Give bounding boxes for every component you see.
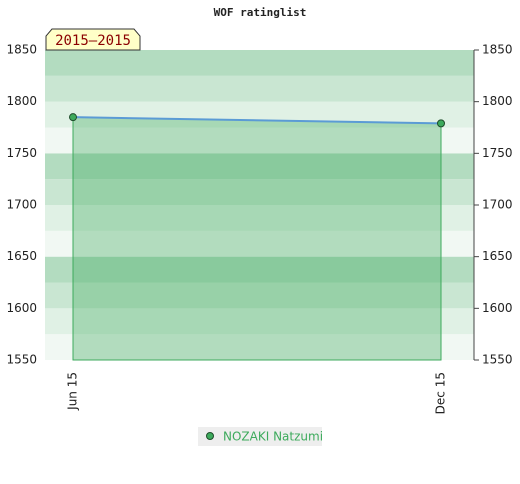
y-tick-label: 1700 — [6, 198, 37, 212]
y2-tick-label: 1750 — [482, 146, 513, 160]
y2-tick-label: 1600 — [482, 301, 513, 315]
background-band — [45, 205, 474, 231]
y-tick-label: 1850 — [6, 43, 37, 57]
background-band — [45, 179, 474, 205]
x-tick-label: Jun 15 — [66, 372, 80, 411]
y2-tick-label: 1700 — [482, 198, 513, 212]
background-band — [45, 127, 474, 154]
legend-box — [198, 427, 322, 446]
background-band — [45, 230, 474, 257]
legend-marker — [206, 432, 214, 440]
y2-tick-label: 1850 — [482, 43, 513, 57]
y-tick-label: 1800 — [6, 94, 37, 108]
background-band — [45, 153, 474, 180]
area — [72, 116, 442, 361]
marker — [69, 113, 77, 122]
period-label: 2015–2015 — [55, 33, 131, 49]
y-tick-label: 1650 — [6, 249, 37, 263]
chart-title: WOF ratinglist — [214, 6, 307, 19]
y-tick-label: 1750 — [6, 146, 37, 160]
background-band — [45, 75, 474, 102]
background-band — [45, 334, 474, 360]
y2-tick-label: 1800 — [482, 94, 513, 108]
legend-label: NOZAKI Natzumi — [223, 430, 323, 444]
y-tick-label: 1550 — [6, 353, 37, 367]
y2-tick-label: 1650 — [482, 249, 513, 263]
marker — [437, 119, 445, 128]
period-box — [45, 28, 141, 51]
line — [72, 116, 442, 125]
y-tick-label: 1600 — [6, 301, 37, 315]
y2-tick-label: 1550 — [482, 353, 513, 367]
x-tick-label: Dec 15 — [434, 372, 448, 414]
background-band — [45, 308, 474, 335]
background-band — [45, 282, 474, 309]
background-band — [45, 50, 474, 76]
background-band — [45, 256, 474, 283]
